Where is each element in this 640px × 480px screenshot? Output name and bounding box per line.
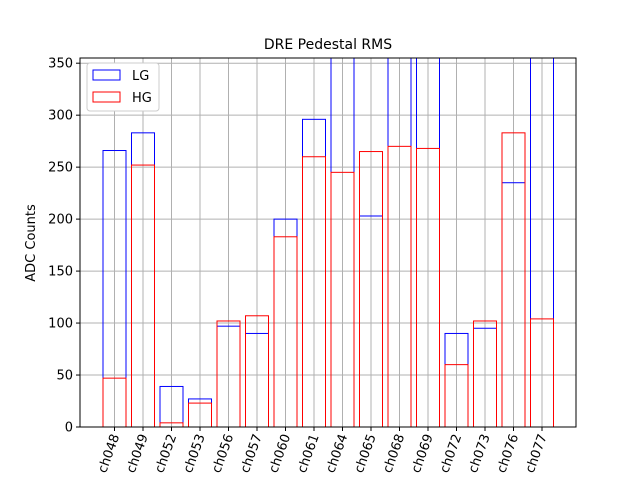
y-tick-label: 100 [48,317,73,332]
x-tick-label: ch068 [380,432,408,475]
y-tick-label: 200 [48,213,73,228]
y-tick-label: 350 [48,57,73,72]
legend-label-hg: HG [132,91,152,106]
x-tick-label: ch077 [523,432,551,475]
x-tick-label: ch069 [409,432,437,475]
gridlines [80,58,576,428]
legend-swatch-hg [92,91,121,103]
legend-frame [86,62,160,112]
x-tick-label: ch057 [238,432,266,475]
x-tick-label: ch065 [352,432,380,475]
x-tick-label: ch056 [209,432,237,475]
x-tick-label: ch076 [494,432,522,475]
legend-label-lg: LG [132,69,149,84]
y-axis-label: ADC Counts [24,204,39,282]
bars [102,57,554,428]
y-tick-label: 250 [48,161,73,176]
x-tick-label: ch061 [295,432,323,475]
x-tick-label: ch053 [181,432,209,475]
x-tick-label: ch049 [124,432,152,475]
x-tick-label: ch060 [266,432,294,475]
x-tick-label: ch048 [95,432,123,475]
chart-title: DRE Pedestal RMS [264,37,392,53]
y-tick-label: 50 [56,369,73,384]
y-tick-label: 300 [48,109,73,124]
x-tick-label: ch073 [466,432,494,475]
x-tick-label: ch064 [323,432,351,475]
x-tick-label: ch072 [437,432,465,475]
plot-frame [79,57,577,428]
x-tick-label: ch052 [152,432,180,475]
legend-swatch-lg [92,69,121,81]
legend: LG HG [86,62,160,112]
y-tick-label: 0 [65,421,73,436]
y-tick-label: 150 [48,265,73,280]
